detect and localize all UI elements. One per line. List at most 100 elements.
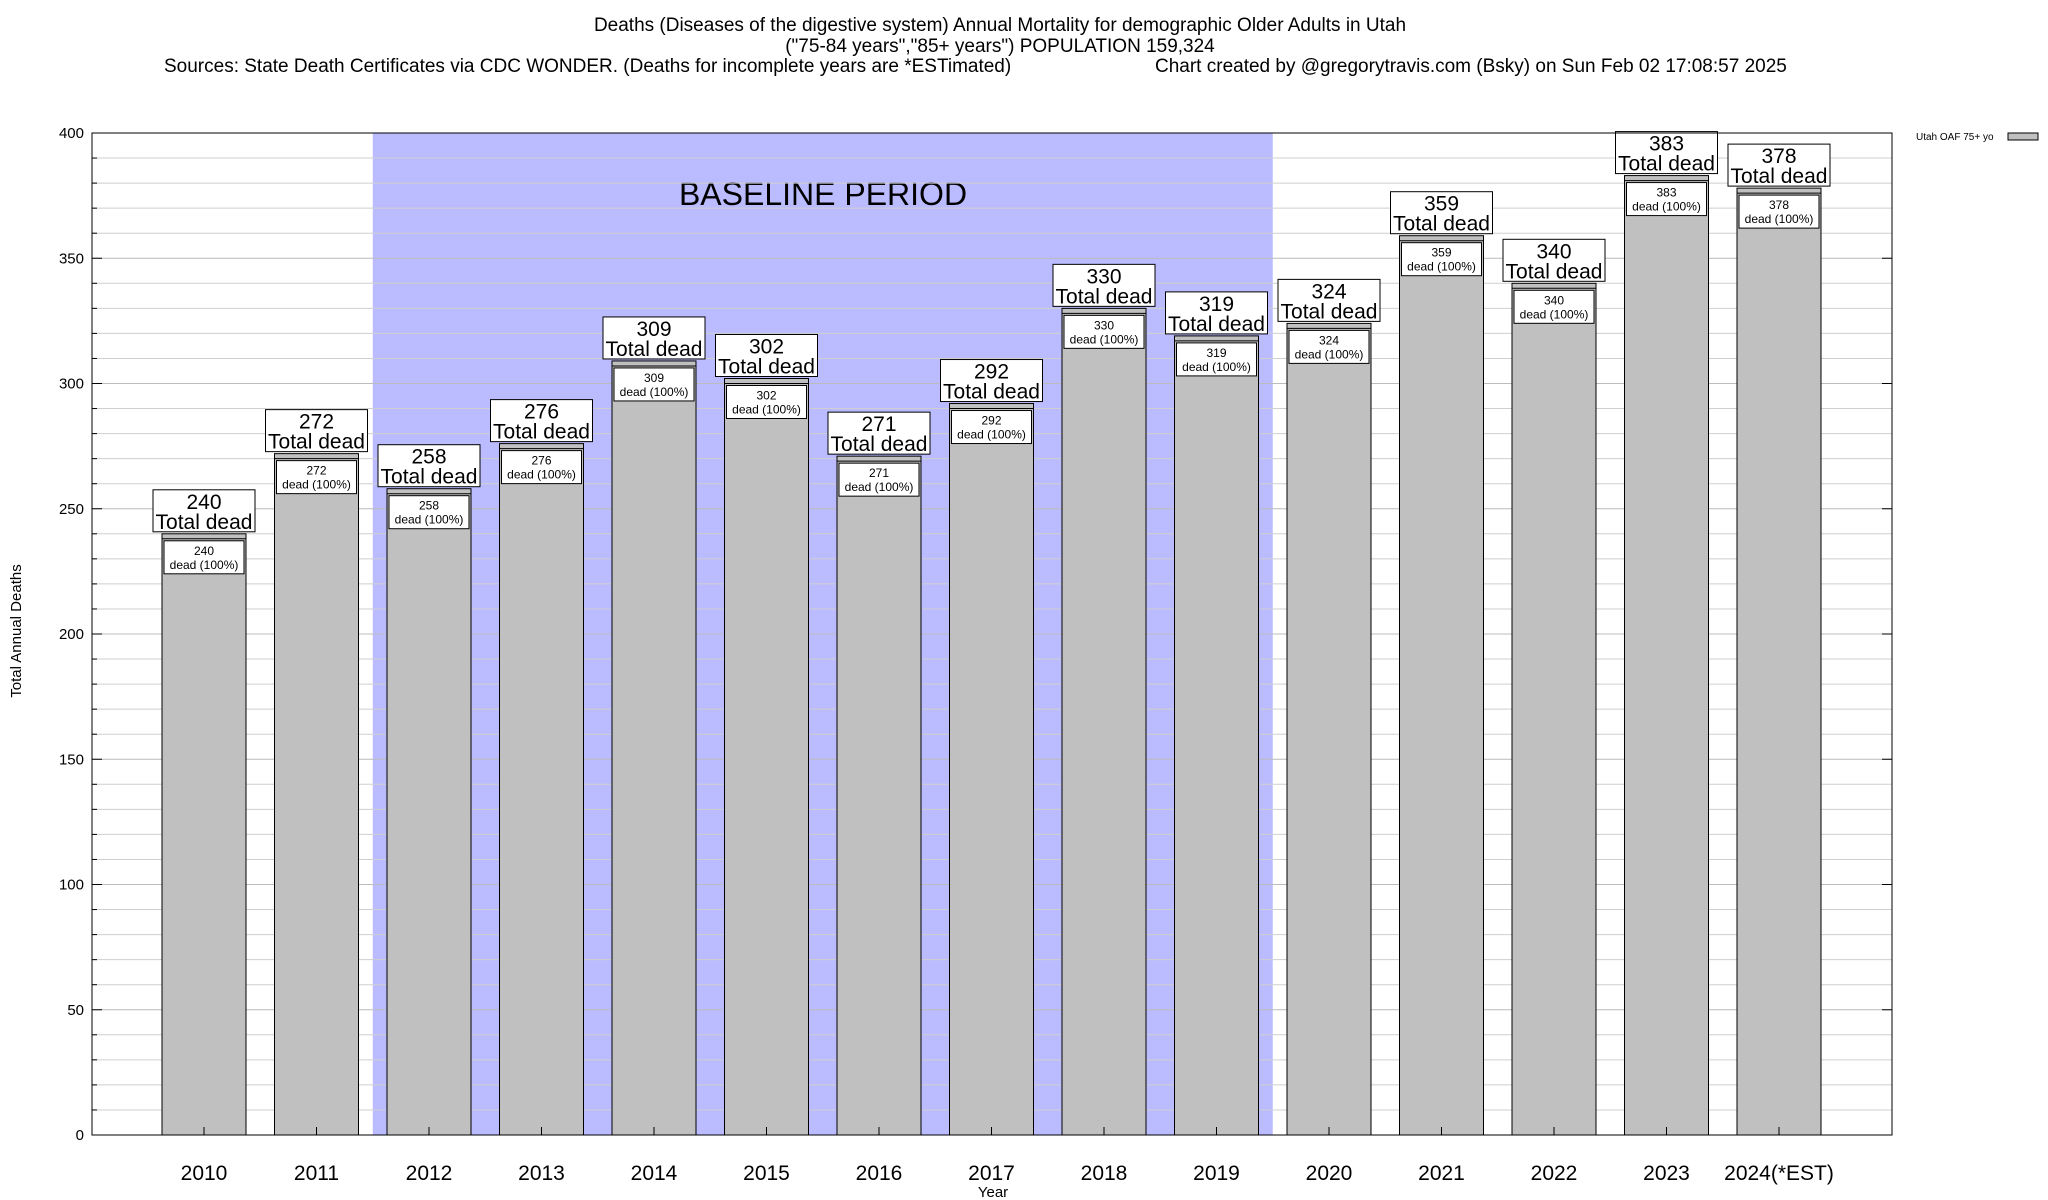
- top-label-value: 240: [186, 491, 221, 514]
- top-label-value: 272: [299, 411, 334, 434]
- top-label-box: [1727, 143, 1831, 187]
- x-tick-label: 2021: [1418, 1162, 1465, 1185]
- sources-note: Sources: State Death Certificates via CD…: [164, 56, 1011, 77]
- top-label-box: [1277, 278, 1381, 322]
- bar-2023: [1624, 175, 1709, 1136]
- x-tick-label: 2016: [856, 1162, 903, 1185]
- top-label-text: Total dead: [943, 381, 1040, 404]
- top-label-value: 340: [1536, 240, 1571, 263]
- inner-label-text: dead (100%): [1295, 347, 1364, 361]
- x-tick-label: 2013: [518, 1162, 565, 1185]
- top-label-box: [940, 359, 1043, 403]
- chart-title: Deaths (Diseases of the digestive system…: [164, 15, 1787, 77]
- inner-label-box: [1626, 182, 1707, 217]
- top-label-text: Total dead: [381, 466, 478, 489]
- inner-label-value: 276: [531, 454, 551, 468]
- top-label-text: Total dead: [1056, 285, 1153, 308]
- bar-2024(*EST): [1736, 187, 1822, 1136]
- title-line-1: Deaths (Diseases of the digestive system…: [594, 15, 1406, 36]
- y-tick-label: 150: [59, 751, 84, 768]
- bar-2018: [1061, 307, 1147, 1136]
- top-label-value: 309: [636, 318, 671, 341]
- top-label-value: 359: [1424, 193, 1459, 216]
- inner-label-box: [1401, 242, 1482, 277]
- y-tick-label: 350: [59, 250, 84, 267]
- inner-label-value: 324: [1319, 333, 1339, 347]
- top-label-box: [490, 399, 593, 443]
- top-label-value: 271: [861, 413, 896, 436]
- top-label-box: [377, 444, 481, 488]
- inner-label-box: [1063, 314, 1145, 349]
- top-label-text: Total dead: [156, 511, 253, 534]
- bar-2019: [1174, 335, 1259, 1136]
- top-label-box: [1615, 131, 1718, 175]
- inner-label-text: dead (100%): [1632, 200, 1701, 214]
- top-label-text: Total dead: [1281, 300, 1378, 323]
- axes: 0 50 100 150 200 250 300 350 400 2010 2011 2012 2013…: [59, 125, 1893, 1185]
- top-label-box: [827, 411, 931, 455]
- inner-label-box: [388, 495, 470, 530]
- x-tick-label: 2024(*EST): [1724, 1162, 1834, 1185]
- top-label-text: Total dead: [268, 431, 365, 454]
- inner-label-box: [1738, 194, 1820, 229]
- inner-label-text: dead (100%): [620, 385, 689, 399]
- inner-label-text: dead (100%): [170, 558, 239, 572]
- x-axis-label: Year: [978, 1184, 1008, 1200]
- top-label-box: [1390, 191, 1493, 235]
- top-label-box: [715, 333, 818, 377]
- top-label-value: 330: [1086, 265, 1121, 288]
- inner-label-text: dead (100%): [1182, 360, 1251, 374]
- legend-swatch: [2007, 132, 2039, 141]
- inner-label-box: [276, 460, 357, 495]
- inner-label-text: dead (100%): [845, 480, 914, 494]
- y-axis-label: Total Annual Deaths: [8, 564, 25, 697]
- x-tick-label: 2015: [743, 1162, 790, 1185]
- x-tick-label: 2010: [181, 1162, 228, 1185]
- inner-label-box: [163, 540, 245, 575]
- y-tick-label: 100: [59, 877, 84, 894]
- inner-label-text: dead (100%): [732, 402, 801, 416]
- y-tick-label: 50: [67, 1002, 84, 1019]
- inner-label-text: dead (100%): [282, 478, 351, 492]
- y-tick-label: 200: [59, 626, 84, 643]
- bar-2016: [836, 455, 922, 1136]
- inner-label-text: dead (100%): [395, 513, 464, 527]
- x-tick-label: 2022: [1531, 1162, 1578, 1185]
- top-label-value: 302: [749, 335, 784, 358]
- inner-label-text: dead (100%): [1520, 307, 1589, 321]
- top-label-value: 292: [974, 361, 1009, 384]
- baseline-label: BASELINE PERIOD: [679, 176, 967, 212]
- bar-2017: [949, 403, 1034, 1136]
- top-label-text: Total dead: [1618, 153, 1715, 176]
- top-label-box: [1165, 291, 1268, 335]
- inner-label-value: 309: [644, 371, 664, 385]
- top-label-text: Total dead: [718, 355, 815, 378]
- top-label-text: Total dead: [606, 338, 703, 361]
- inner-label-value: 240: [194, 544, 214, 558]
- x-tick-label: 2023: [1643, 1162, 1690, 1185]
- inner-label-box: [1288, 329, 1370, 364]
- inner-label-value: 272: [306, 464, 326, 478]
- x-tick-label: 2020: [1306, 1162, 1353, 1185]
- y-tick-label: 250: [59, 501, 84, 518]
- x-tick-label: 2019: [1193, 1162, 1240, 1185]
- inner-label-box: [726, 384, 807, 419]
- bar-2022: [1511, 282, 1597, 1136]
- legend: Utah OAF 75+ yo: [1916, 132, 2039, 143]
- chart-credit: Chart created by @gregorytravis.com (Bsk…: [1155, 56, 1787, 77]
- y-tick-label: 0: [76, 1127, 84, 1144]
- bar-2010: [161, 533, 247, 1136]
- top-label-box: [602, 316, 706, 360]
- inner-label-value: 292: [981, 414, 1001, 428]
- inner-label-text: dead (100%): [1407, 260, 1476, 274]
- x-tick-label: 2017: [968, 1162, 1015, 1185]
- top-label-box: [1502, 238, 1606, 282]
- inner-label-value: 258: [419, 499, 439, 513]
- inner-label-value: 302: [756, 388, 776, 402]
- bar-2014: [611, 360, 697, 1136]
- top-label-box: [1052, 263, 1156, 307]
- inner-label-value: 330: [1094, 318, 1114, 332]
- inner-label-value: 271: [869, 466, 889, 480]
